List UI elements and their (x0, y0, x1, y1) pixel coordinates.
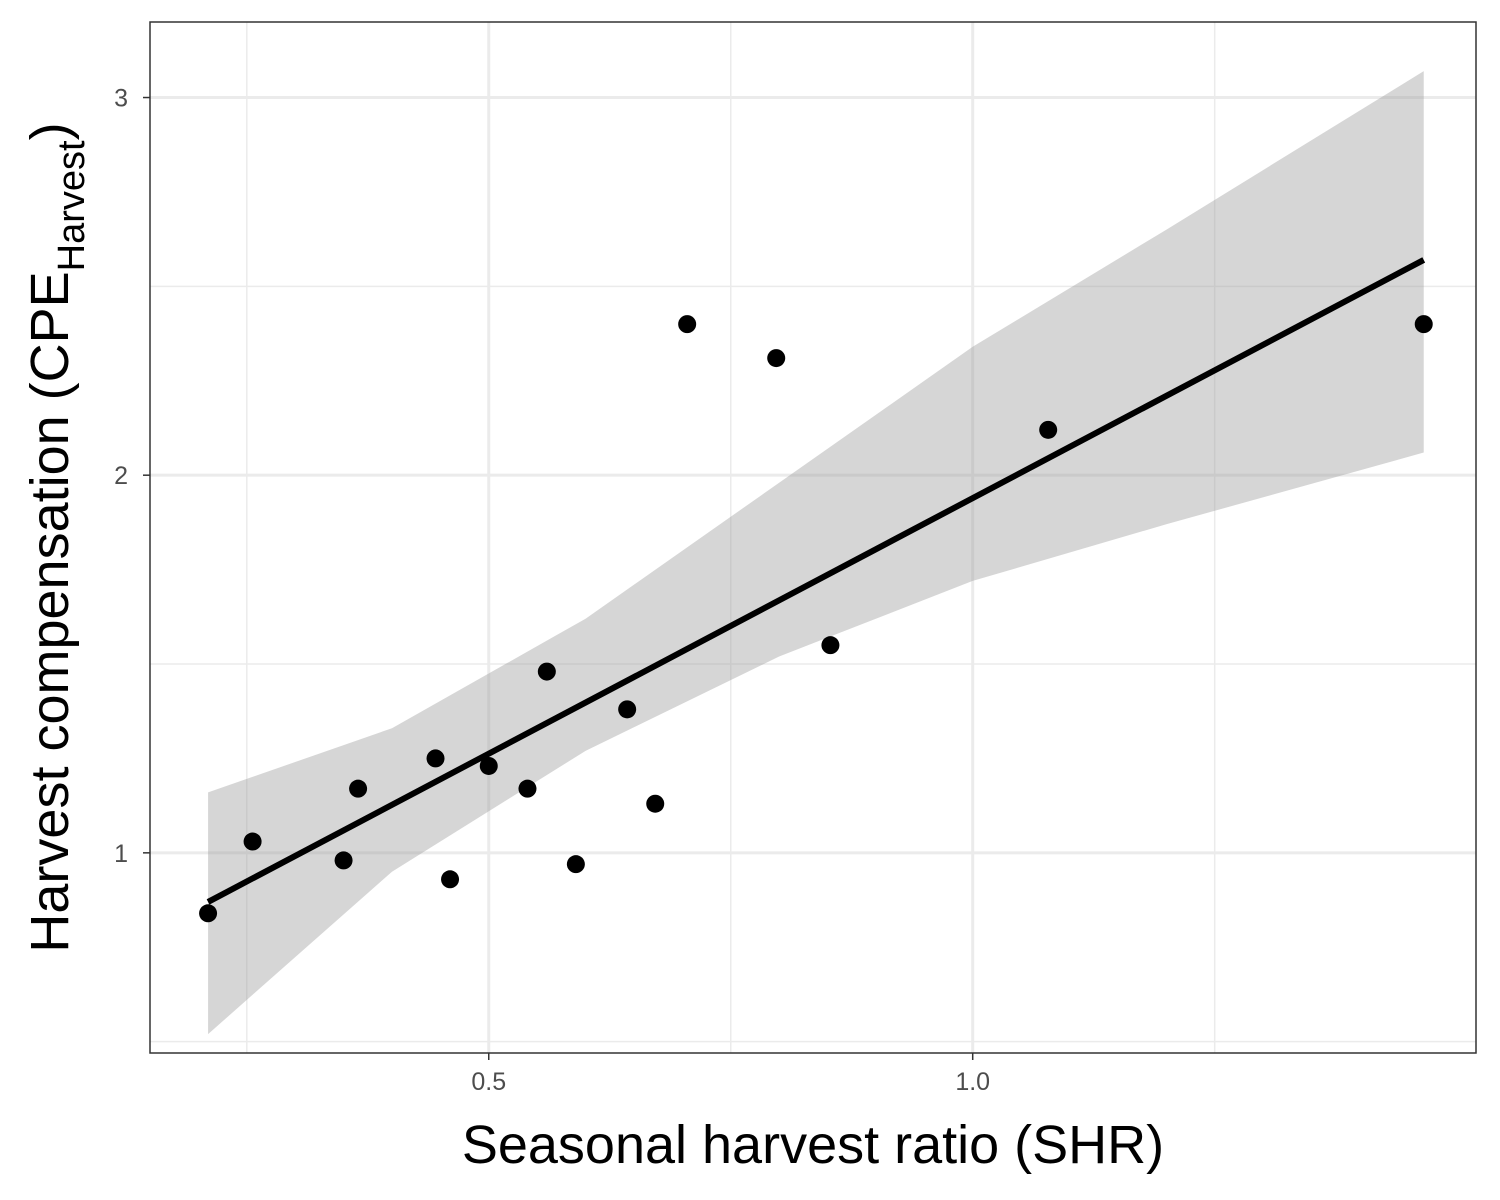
y-axis-title: Harvest compensation (CPEHarvest) (20, 122, 93, 952)
data-point (646, 794, 665, 813)
y-tick-label: 2 (114, 462, 128, 490)
confidence-band (208, 71, 1424, 1035)
y-axis-title-subscript: Harvest (51, 140, 93, 271)
y-axis: 1 2 3 (114, 85, 150, 868)
y-tick-label: 1 (114, 840, 128, 868)
data-point (618, 700, 637, 719)
data-point (821, 636, 840, 655)
x-axis-title: Seasonal harvest ratio (SHR) (462, 1115, 1164, 1175)
data-point (334, 851, 353, 870)
data-point (1414, 315, 1433, 334)
x-tick-label: 0.5 (471, 1068, 506, 1096)
data-point (678, 315, 697, 334)
y-tick-label: 3 (114, 85, 128, 113)
x-tick-label: 1.0 (955, 1068, 990, 1096)
data-point (426, 749, 445, 768)
data-point (767, 349, 786, 368)
data-point (566, 855, 585, 874)
data-point (537, 662, 556, 681)
data-point (349, 779, 368, 798)
y-axis-title-close: ) (20, 122, 80, 140)
grid (150, 22, 1476, 1053)
data-point (441, 870, 460, 889)
fit-line-layer (206, 257, 1426, 905)
confidence-band-layer (208, 71, 1424, 1035)
data-point (479, 756, 498, 775)
points-layer (199, 315, 1433, 923)
data-point (1039, 420, 1058, 439)
fit-line (206, 257, 1426, 905)
data-point (243, 832, 262, 851)
panel-border (149, 21, 1477, 1054)
data-point (199, 904, 218, 923)
data-point (518, 779, 537, 798)
y-axis-title-main: Harvest compensation (CPE (20, 271, 80, 952)
x-axis: 0.5 1.0 (471, 1053, 990, 1096)
